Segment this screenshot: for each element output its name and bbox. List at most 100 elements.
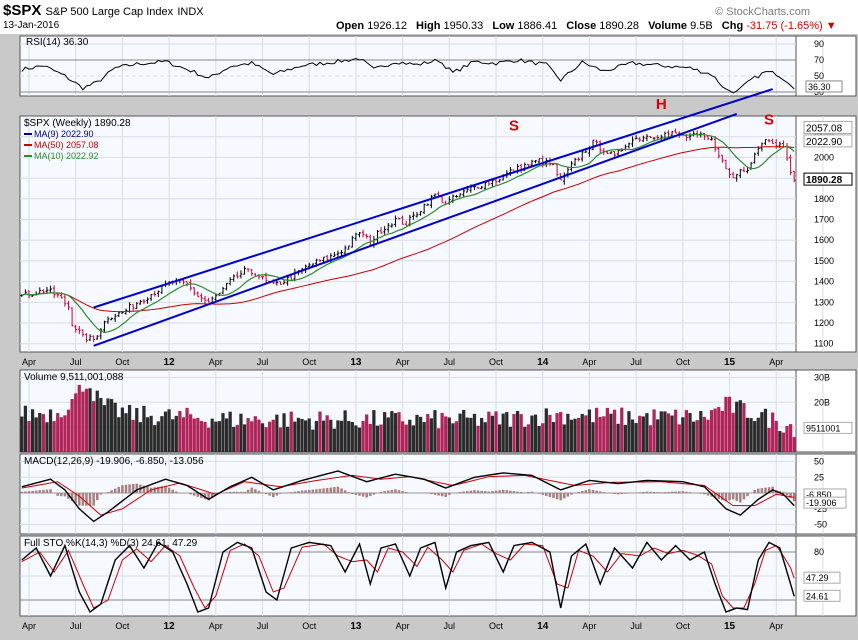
volume-bar [720,410,724,452]
vol-y-tick: 20B [814,397,830,407]
price-y-tick: 1400 [814,277,834,287]
macd-histogram-bar [620,493,624,495]
macd-right-label: -19.906 [806,498,837,508]
volume-bar [483,422,487,452]
price-y-tick: 1300 [814,297,834,307]
macd-histogram-bar [548,493,552,498]
macd-histogram-bar [530,491,534,494]
macd-histogram-bar [358,493,361,496]
volume-bar [490,415,495,452]
volume-bar [444,416,448,452]
panel-macd-bg [19,453,797,535]
macd-histogram-bar [27,491,31,494]
volume-bar [458,413,462,452]
x-tick-label: Jul [257,621,269,631]
x-tick-label: Apr [396,357,410,367]
x-tick-label: 14 [537,357,549,368]
macd-histogram-bar [31,490,34,494]
macd-histogram-bar [757,488,760,494]
x-tick-label: 14 [537,621,549,632]
volume-bar [627,411,631,452]
macd-histogram-bar [275,493,279,496]
macd-histogram-bar [315,489,318,494]
x-tick-label: Apr [396,621,410,631]
volume-bar [587,409,592,452]
x-tick-label: Jul [257,357,269,367]
macd-histogram-bar [437,493,440,496]
volume-bar [476,425,480,452]
volume-bar [41,414,45,452]
price-right-box [803,134,853,148]
volume-bar [745,417,750,452]
macd-histogram-bar [598,491,602,494]
volume-bar [30,409,35,452]
macd-title: MACD(12,26,9) -19.906, -6.850, -13.056 [24,456,204,467]
ma50-line [21,146,795,313]
volume-bar [580,413,584,452]
volume-bar [688,413,692,452]
macd-histogram-bar [246,489,250,494]
macd-histogram-bar [121,485,124,494]
volume-bar [609,413,613,452]
rsi-last-box [805,80,843,93]
x-tick-label: Oct [676,621,691,631]
volume-bar [656,419,660,452]
x-tick-label: Oct [115,357,130,367]
macd-histogram-bar [124,484,128,494]
volume-bar [426,413,430,452]
volume-bar [537,425,541,452]
chg-down-arrow-icon: ▼ [825,20,837,32]
macd-histogram-bar [624,493,627,494]
macd-histogram-bar [110,490,113,494]
macd-histogram-bar [645,491,649,494]
volume-bar [418,416,423,452]
volume-bar [792,437,796,452]
macd-histogram-bar [491,491,494,494]
volume-bar [192,418,196,452]
macd-histogram-bar [667,491,670,494]
volume-bar [713,408,717,452]
vol-last-label: 9511001 [806,423,840,433]
symbol[interactable]: $SPX [3,2,42,19]
macd-histogram-bar [494,490,498,494]
macd-histogram-bar [642,491,645,494]
sto-d-line [21,543,795,609]
macd-histogram-bar [699,493,703,494]
volume-bar [440,412,444,452]
volume-bar [347,421,351,452]
sto-title: Full STO %K(14,3) %D(3) 24.61, 47.29 [24,538,198,549]
volume-bar [638,415,642,452]
volume-bar [246,418,250,452]
volume-bar [519,414,523,452]
macd-histogram-bar [24,491,27,494]
volume-bar [38,412,42,452]
macd-histogram-bar [307,489,311,494]
volume-bar [350,422,354,452]
volume-bar [221,413,225,452]
macd-histogram-bar [146,486,149,494]
volume-bar [131,419,135,452]
volume-bar [566,413,570,452]
volume-bar [659,411,663,452]
volume-bar [167,409,171,452]
macd-histogram-bar [760,488,764,494]
macd-histogram-bar [516,491,519,494]
volume-bar [605,407,610,452]
macd-histogram-bar [236,491,239,494]
rsi-y-tick: 50 [814,71,824,81]
volume-bar [81,391,85,452]
x-tick-label: Oct [115,621,130,631]
volume-bar [724,396,728,452]
macd-histogram-bar [95,493,99,501]
volume-bar [52,421,56,452]
price-right-label: 1890.28 [806,175,843,186]
macd-histogram-bar [483,491,487,494]
macd-histogram-bar [354,493,358,495]
macd-histogram-bar [570,493,573,495]
volume-bar [354,425,358,452]
volume-bar [454,421,459,452]
chart-svg[interactable]: Apr Jul Oct 12 Apr Jul Oct 13 Apr Jul Oct 14 Apr Jul O… [0,34,858,640]
macd-histogram-bar [735,493,738,501]
volume-bar [361,420,365,452]
legend-entry: MA(10) 2022.92 [34,151,99,161]
